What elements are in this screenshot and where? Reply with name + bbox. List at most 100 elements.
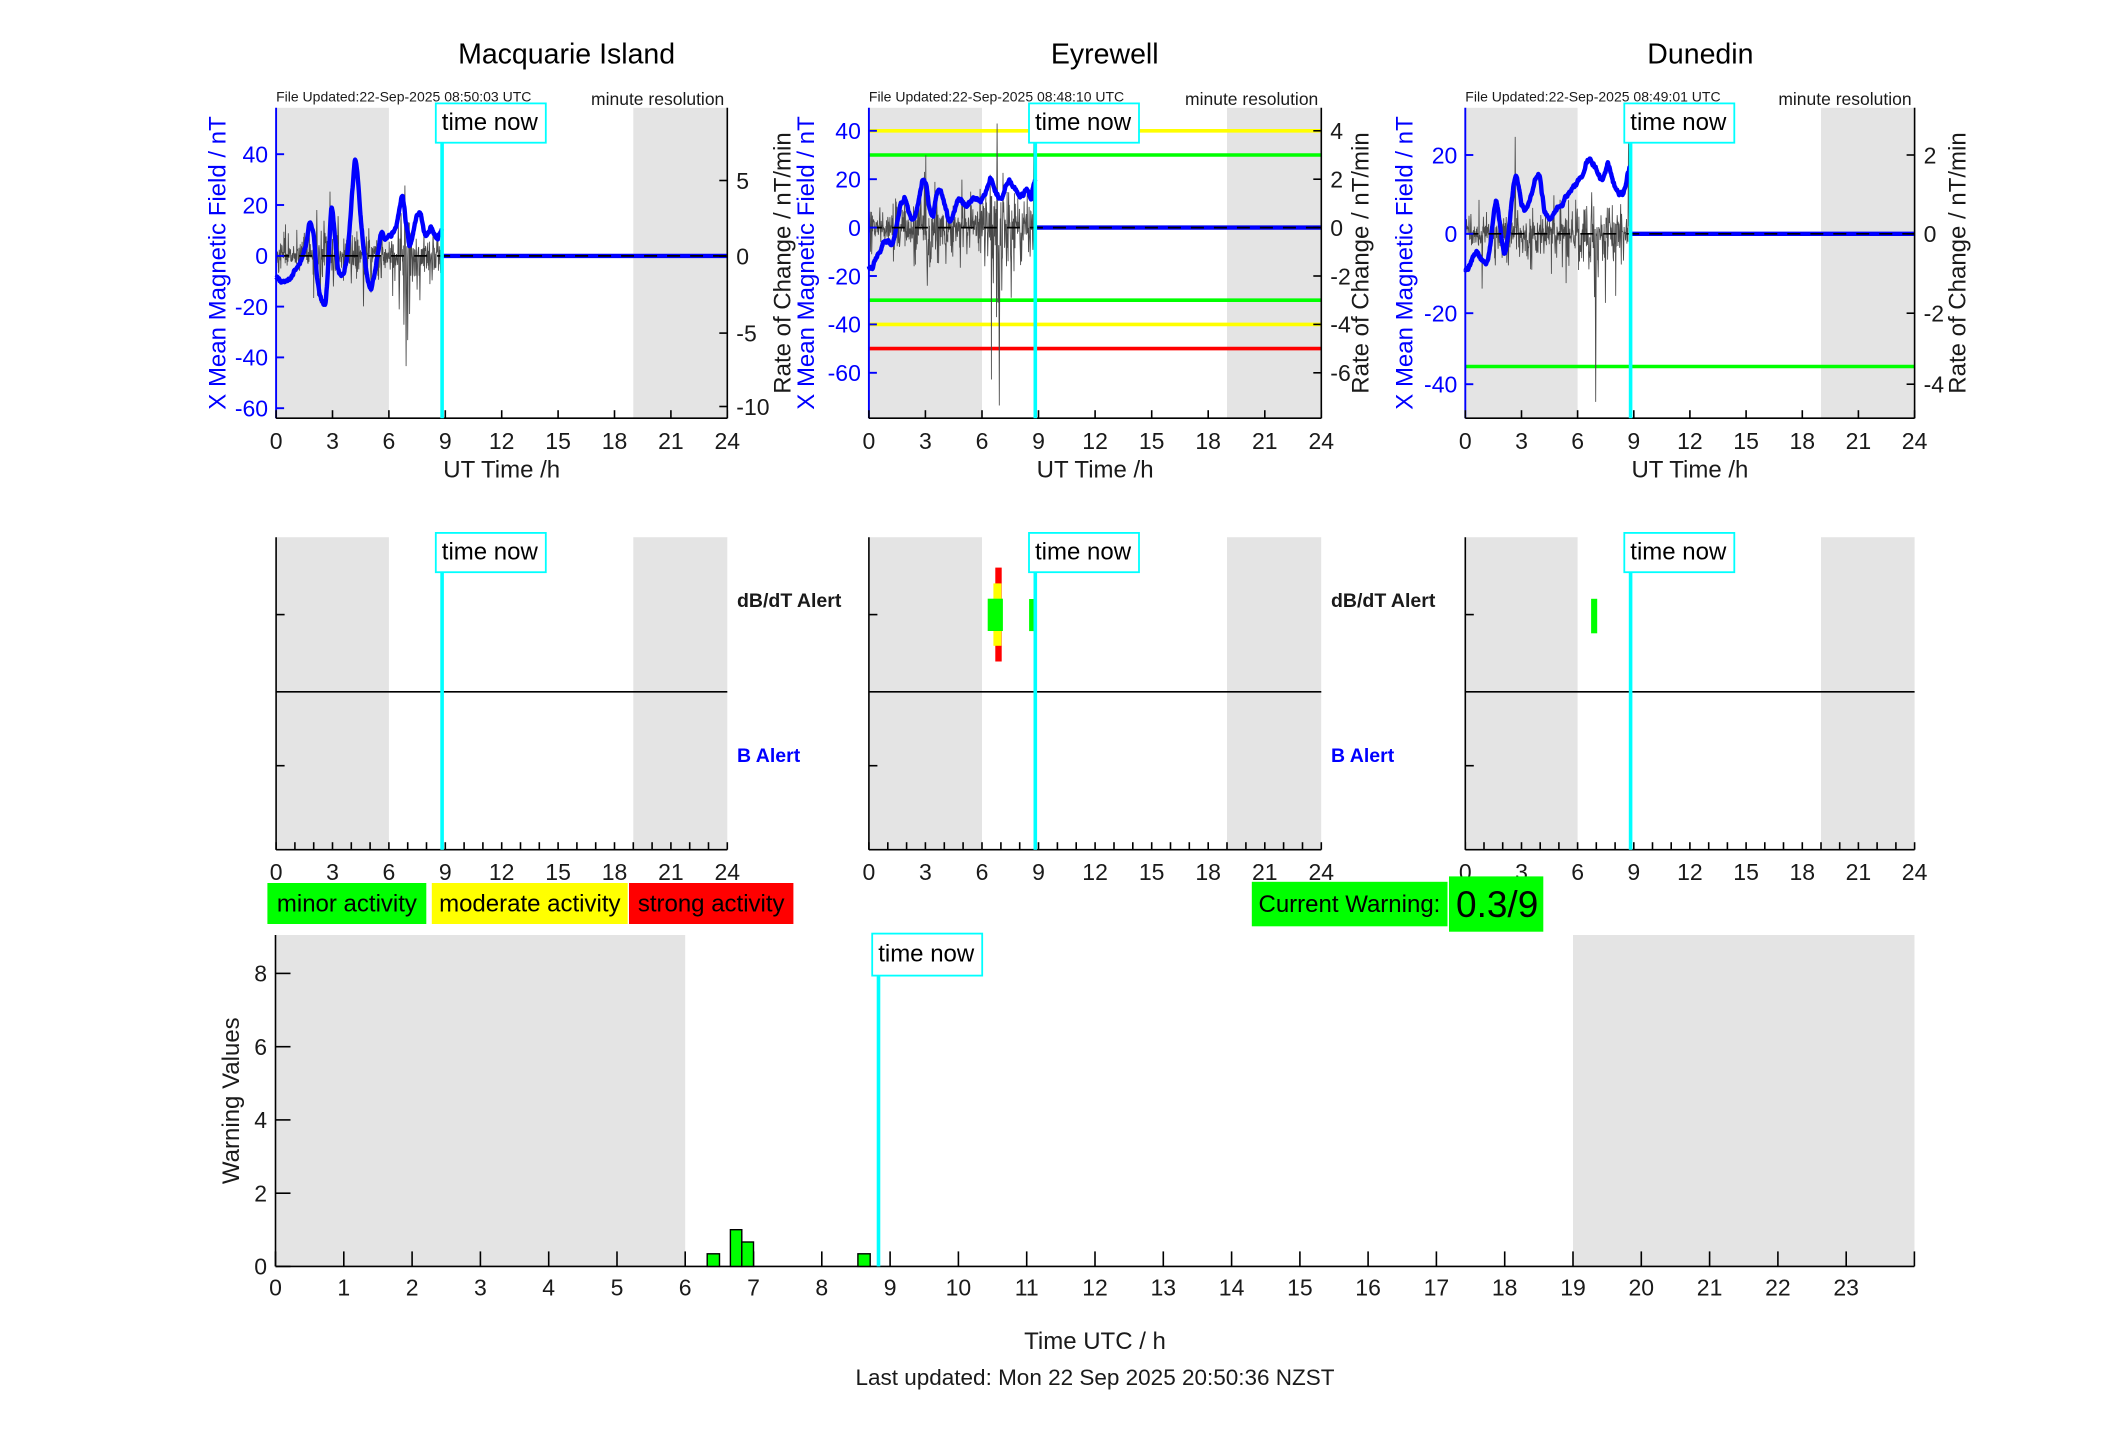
svg-text:0: 0 xyxy=(1459,428,1472,454)
svg-text:18: 18 xyxy=(602,428,628,454)
svg-text:-5: -5 xyxy=(736,320,756,346)
svg-text:time now: time now xyxy=(442,109,539,136)
svg-text:21: 21 xyxy=(1252,859,1278,885)
svg-text:0: 0 xyxy=(254,1254,267,1280)
svg-text:0: 0 xyxy=(270,859,283,885)
svg-text:minute resolution: minute resolution xyxy=(1778,89,1911,109)
svg-text:minute resolution: minute resolution xyxy=(1185,89,1318,109)
svg-text:dB/dT Alert: dB/dT Alert xyxy=(737,590,842,612)
svg-text:3: 3 xyxy=(919,859,932,885)
svg-text:13: 13 xyxy=(1151,1275,1177,1301)
svg-text:0: 0 xyxy=(1445,221,1458,247)
svg-text:12: 12 xyxy=(1677,859,1703,885)
svg-text:12: 12 xyxy=(1082,859,1108,885)
svg-text:20: 20 xyxy=(1432,142,1458,168)
svg-text:X Mean Magnetic Field / nT: X Mean Magnetic Field / nT xyxy=(205,116,232,410)
svg-text:18: 18 xyxy=(1790,859,1816,885)
svg-text:12: 12 xyxy=(1082,428,1108,454)
svg-text:0: 0 xyxy=(255,243,268,269)
svg-text:Time UTC / h: Time UTC / h xyxy=(1024,1328,1166,1355)
svg-text:18: 18 xyxy=(1195,859,1221,885)
svg-text:4: 4 xyxy=(1330,118,1343,144)
svg-text:17: 17 xyxy=(1424,1275,1450,1301)
svg-text:0: 0 xyxy=(863,428,876,454)
svg-text:time now: time now xyxy=(442,539,539,566)
svg-text:24: 24 xyxy=(1309,428,1335,454)
svg-text:File Updated:22-Sep-2025 08:49: File Updated:22-Sep-2025 08:49:01 UTC xyxy=(1465,89,1720,105)
svg-text:-20: -20 xyxy=(1424,301,1457,327)
svg-text:9: 9 xyxy=(1032,859,1045,885)
svg-text:10: 10 xyxy=(946,1275,972,1301)
svg-text:40: 40 xyxy=(243,142,269,168)
svg-text:8: 8 xyxy=(254,961,267,987)
svg-text:24: 24 xyxy=(715,428,741,454)
svg-text:11: 11 xyxy=(1015,1275,1039,1301)
svg-text:-60: -60 xyxy=(235,396,268,422)
svg-text:18: 18 xyxy=(602,859,628,885)
svg-text:0: 0 xyxy=(848,215,861,241)
svg-text:3: 3 xyxy=(1515,428,1528,454)
svg-text:4: 4 xyxy=(542,1275,555,1301)
svg-text:Dunedin: Dunedin xyxy=(1647,39,1753,71)
svg-text:0: 0 xyxy=(269,1275,282,1301)
svg-text:time now: time now xyxy=(878,941,975,968)
svg-text:12: 12 xyxy=(489,859,515,885)
svg-text:minor activity: minor activity xyxy=(277,891,417,918)
svg-text:14: 14 xyxy=(1219,1275,1245,1301)
svg-text:12: 12 xyxy=(1677,428,1703,454)
svg-text:2: 2 xyxy=(406,1275,419,1301)
svg-text:24: 24 xyxy=(1902,859,1928,885)
svg-text:3: 3 xyxy=(326,859,339,885)
svg-text:12: 12 xyxy=(489,428,515,454)
svg-text:7: 7 xyxy=(747,1275,760,1301)
svg-text:21: 21 xyxy=(1846,428,1872,454)
svg-text:strong activity: strong activity xyxy=(638,891,785,918)
svg-text:20: 20 xyxy=(243,192,269,218)
svg-text:3: 3 xyxy=(474,1275,487,1301)
svg-text:-4: -4 xyxy=(1330,312,1351,338)
svg-text:minute resolution: minute resolution xyxy=(591,89,724,109)
svg-text:15: 15 xyxy=(1139,428,1165,454)
svg-text:21: 21 xyxy=(1697,1275,1723,1301)
svg-text:24: 24 xyxy=(1309,859,1335,885)
svg-text:24: 24 xyxy=(715,859,741,885)
svg-text:9: 9 xyxy=(439,428,452,454)
svg-text:2: 2 xyxy=(1924,142,1937,168)
svg-text:-2: -2 xyxy=(1924,301,1944,327)
svg-text:1: 1 xyxy=(337,1275,350,1301)
svg-text:moderate activity: moderate activity xyxy=(439,891,620,918)
svg-text:dB/dT Alert: dB/dT Alert xyxy=(1331,590,1436,612)
svg-text:-20: -20 xyxy=(235,294,268,320)
svg-text:Macquarie Island: Macquarie Island xyxy=(458,39,675,71)
svg-text:21: 21 xyxy=(658,859,684,885)
svg-text:20: 20 xyxy=(835,167,861,193)
svg-text:5: 5 xyxy=(736,168,749,194)
svg-text:21: 21 xyxy=(1846,859,1872,885)
svg-text:B Alert: B Alert xyxy=(737,745,801,767)
svg-text:UT Time /h: UT Time /h xyxy=(1631,457,1748,484)
svg-text:X Mean Magnetic Field / nT: X Mean Magnetic Field / nT xyxy=(793,116,820,410)
svg-text:File Updated:22-Sep-2025 08:50: File Updated:22-Sep-2025 08:50:03 UTC xyxy=(276,89,531,105)
svg-text:2: 2 xyxy=(254,1181,267,1207)
svg-text:0: 0 xyxy=(863,859,876,885)
svg-text:22: 22 xyxy=(1765,1275,1791,1301)
svg-text:time now: time now xyxy=(1630,539,1727,566)
svg-text:15: 15 xyxy=(545,428,571,454)
svg-text:4: 4 xyxy=(254,1107,267,1133)
svg-text:Eyrewell: Eyrewell xyxy=(1051,39,1159,71)
svg-text:5: 5 xyxy=(611,1275,624,1301)
svg-text:Last updated: Mon 22 Sep 2025: Last updated: Mon 22 Sep 2025 20:50:36 N… xyxy=(855,1365,1334,1390)
svg-text:12: 12 xyxy=(1082,1275,1108,1301)
svg-text:6: 6 xyxy=(254,1034,267,1060)
svg-text:time now: time now xyxy=(1035,109,1132,136)
svg-text:time now: time now xyxy=(1035,539,1132,566)
svg-text:0.3/9: 0.3/9 xyxy=(1456,884,1538,925)
svg-text:B Alert: B Alert xyxy=(1331,745,1395,767)
svg-text:23: 23 xyxy=(1833,1275,1859,1301)
svg-text:-20: -20 xyxy=(828,263,861,289)
svg-text:-40: -40 xyxy=(828,312,861,338)
svg-text:X Mean Magnetic Field / nT: X Mean Magnetic Field / nT xyxy=(1391,116,1418,410)
svg-text:18: 18 xyxy=(1790,428,1816,454)
svg-text:0: 0 xyxy=(1924,221,1937,247)
svg-text:15: 15 xyxy=(545,859,571,885)
